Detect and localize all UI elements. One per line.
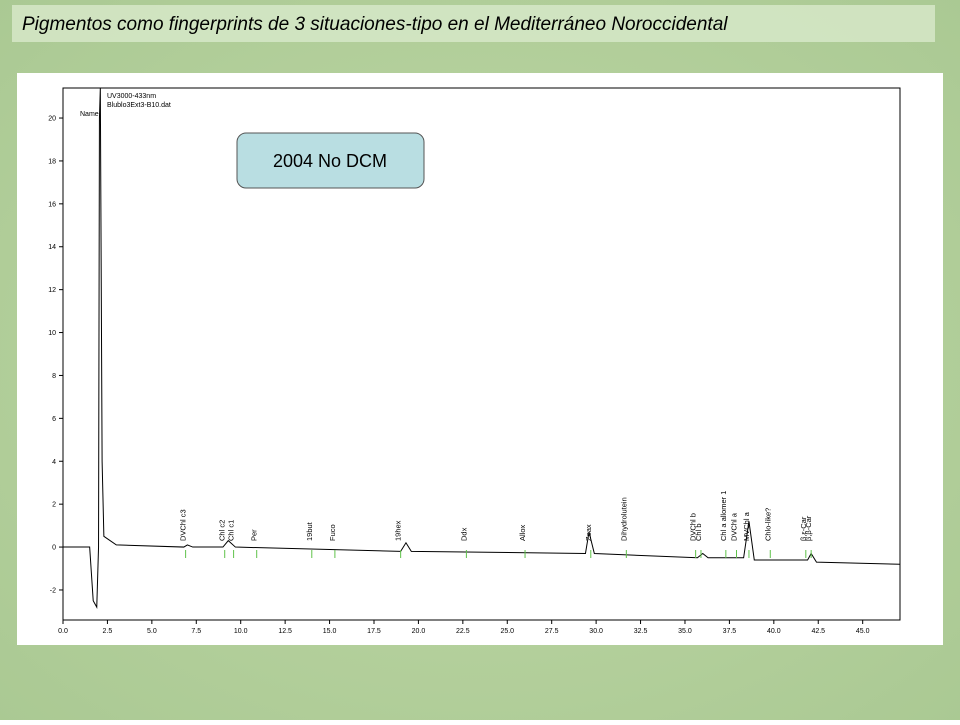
x-tick-label: 20.0	[412, 628, 426, 635]
peak-label: Chl b	[694, 523, 703, 541]
peak-label: β,β-Car	[804, 515, 813, 541]
peak-label: Allox	[518, 524, 527, 541]
peak-label: Dihydrolutein	[619, 497, 628, 541]
x-tick-label: 15.0	[323, 628, 337, 635]
x-tick-label: 10.0	[234, 628, 248, 635]
peak-label: 19but	[305, 521, 314, 541]
x-tick-label: 35.0	[678, 628, 692, 635]
peak-label: Ddx	[459, 527, 468, 541]
peak-label: DVChl a	[730, 512, 739, 541]
x-tick-label: 0.0	[58, 628, 68, 635]
y-tick-label: 6	[52, 416, 56, 423]
peak-label: Chl a allomer 1	[719, 491, 728, 541]
x-tick-label: 27.5	[545, 628, 559, 635]
plot-frame	[62, 87, 901, 621]
x-tick-label: 2.5	[103, 628, 113, 635]
y-tick-label: 0	[52, 545, 56, 552]
peak-label: Chl c1	[227, 520, 236, 541]
y-tick-label: 10	[48, 330, 56, 337]
y-tick-label: 14	[48, 244, 56, 251]
x-tick-label: 45.0	[856, 628, 870, 635]
x-tick-label: 42.5	[811, 628, 825, 635]
callout-box	[236, 132, 425, 189]
y-tick-label: 2	[52, 502, 56, 509]
peak-label: Per	[250, 529, 259, 541]
x-tick-label: 22.5	[456, 628, 470, 635]
plot: -2 0 2 4 6 8 10 12 14 16 18 20 0.0 2.5 5.0 7.5 10.0 12.5 1…	[48, 87, 901, 635]
trace-line	[63, 87, 901, 609]
header-line: Blublo3Ext3-B10.dat	[107, 102, 171, 109]
y-tick-label: -2	[50, 587, 56, 594]
x-tick-label: 5.0	[147, 628, 157, 635]
peak-label: β,ε-Car	[799, 516, 808, 541]
x-tick-label: 12.5	[278, 628, 292, 635]
x-tick-label: 37.5	[723, 628, 737, 635]
x-tick-label: 7.5	[191, 628, 201, 635]
slide-title: Pigmentos como fingerprints de 3 situaci…	[22, 14, 728, 35]
y-tick-label: 8	[52, 373, 56, 380]
x-tick-label: 30.0	[589, 628, 603, 635]
peak-label: DVChl b	[689, 513, 698, 541]
y-tick-label: 12	[48, 287, 56, 294]
title-bar	[12, 5, 935, 42]
peak-label: Fuco	[328, 524, 337, 541]
x-tick-label: 25.0	[500, 628, 514, 635]
y-tick-label: 18	[48, 158, 56, 165]
y-tick-label: 16	[48, 201, 56, 208]
peak-label: Zeax	[584, 524, 593, 541]
y-tick-label: 4	[52, 459, 56, 466]
peak-label: 19hex	[394, 520, 403, 541]
x-tick-label: 17.5	[367, 628, 381, 635]
peak-label: DVChl c3	[179, 509, 188, 541]
chart-panel	[17, 73, 943, 645]
header-line: Name	[80, 111, 99, 118]
x-tick-label: 40.0	[767, 628, 781, 635]
x-tick-label: 32.5	[634, 628, 648, 635]
callout-text: 2004 No DCM	[273, 151, 387, 171]
peak-label: MVChl a	[742, 511, 751, 541]
header-line: UV3000-433nm	[107, 93, 156, 100]
peak-label: Chlo-like?	[763, 508, 772, 541]
y-tick-label: 20	[48, 116, 56, 123]
peak-label: Chl c2	[218, 520, 227, 541]
